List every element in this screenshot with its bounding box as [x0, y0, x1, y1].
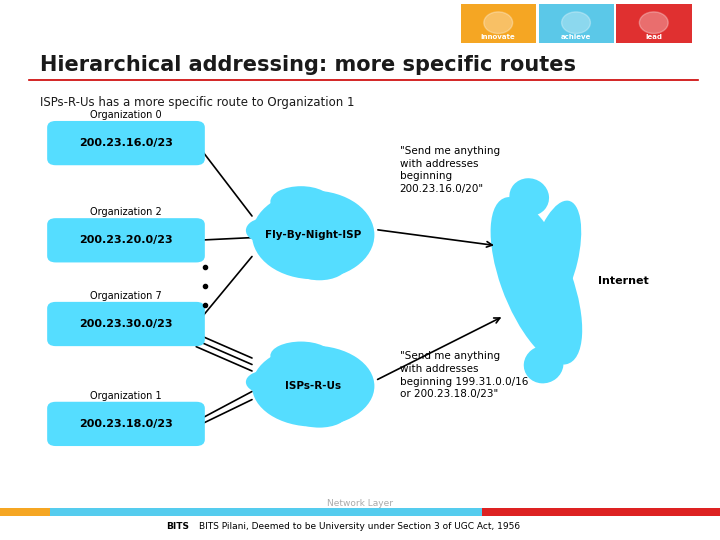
FancyBboxPatch shape [47, 218, 204, 262]
Text: Organization 1: Organization 1 [90, 390, 162, 401]
Ellipse shape [523, 346, 564, 383]
Ellipse shape [270, 342, 331, 370]
Circle shape [562, 12, 590, 33]
Text: innovate: innovate [481, 34, 516, 40]
Ellipse shape [292, 252, 347, 280]
Text: BITS: BITS [166, 522, 189, 531]
Text: ISPs-R-Us: ISPs-R-Us [285, 381, 341, 391]
Ellipse shape [528, 201, 581, 318]
Text: Organization 2: Organization 2 [90, 207, 162, 217]
Text: Organization 7: Organization 7 [90, 291, 162, 301]
FancyBboxPatch shape [461, 4, 536, 43]
Text: Fly-By-Night-ISP: Fly-By-Night-ISP [265, 230, 361, 240]
FancyBboxPatch shape [482, 508, 720, 516]
Text: "Send me anything
with addresses
beginning 199.31.0.0/16
or 200.23.18.0/23": "Send me anything with addresses beginni… [400, 351, 528, 400]
Ellipse shape [509, 178, 549, 216]
FancyBboxPatch shape [50, 508, 482, 516]
Ellipse shape [246, 218, 283, 242]
Circle shape [639, 12, 668, 33]
FancyBboxPatch shape [47, 302, 204, 346]
Ellipse shape [270, 186, 331, 217]
Text: 200.23.20.0/23: 200.23.20.0/23 [79, 235, 173, 245]
Text: 200.23.18.0/23: 200.23.18.0/23 [79, 419, 173, 429]
FancyBboxPatch shape [47, 121, 204, 165]
FancyBboxPatch shape [0, 508, 50, 516]
Ellipse shape [246, 371, 283, 393]
Text: achieve: achieve [561, 34, 591, 40]
Ellipse shape [292, 401, 347, 428]
Text: Network Layer: Network Layer [327, 499, 393, 508]
Text: 200.23.30.0/23: 200.23.30.0/23 [79, 319, 173, 329]
FancyBboxPatch shape [616, 4, 692, 43]
Text: 200.23.16.0/23: 200.23.16.0/23 [79, 138, 173, 148]
Circle shape [484, 12, 513, 33]
Text: Hierarchical addressing: more specific routes: Hierarchical addressing: more specific r… [40, 55, 575, 75]
Text: BITS Pilani, Deemed to be University under Section 3 of UGC Act, 1956: BITS Pilani, Deemed to be University und… [199, 522, 521, 531]
Text: lead: lead [645, 34, 662, 40]
Text: "Send me anything
with addresses
beginning
200.23.16.0/20": "Send me anything with addresses beginni… [400, 146, 500, 194]
FancyBboxPatch shape [47, 402, 204, 446]
Ellipse shape [252, 191, 374, 279]
Ellipse shape [252, 346, 374, 427]
Text: Internet: Internet [598, 276, 648, 286]
Text: Organization 0: Organization 0 [90, 110, 162, 120]
Text: ISPs-R-Us has a more specific route to Organization 1: ISPs-R-Us has a more specific route to O… [40, 96, 354, 109]
Ellipse shape [490, 197, 582, 364]
FancyBboxPatch shape [539, 4, 614, 43]
